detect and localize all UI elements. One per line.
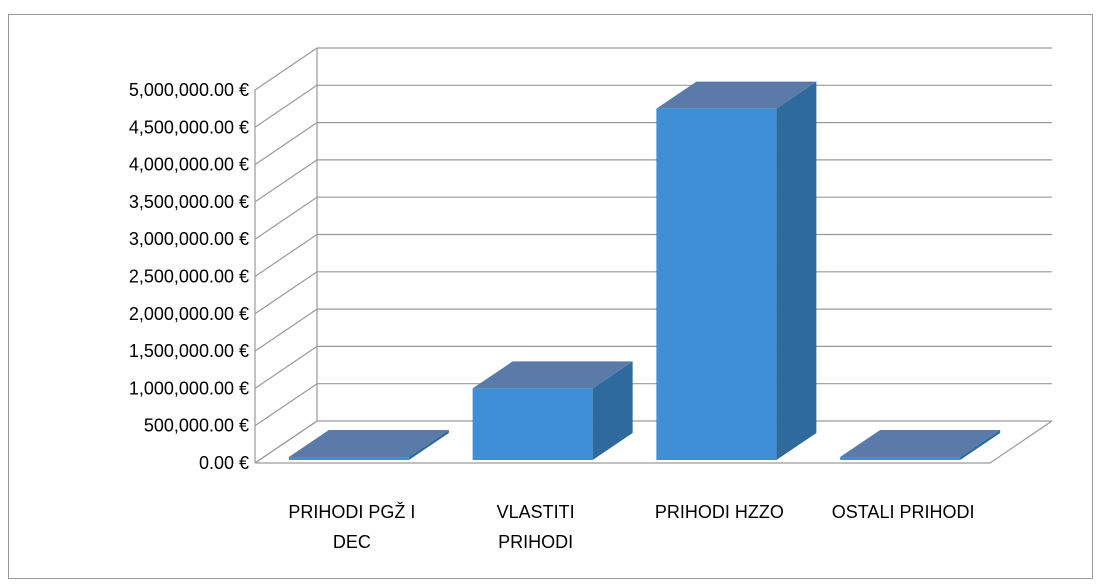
chart-frame xyxy=(8,14,1093,579)
gridline-side xyxy=(254,420,318,464)
gridline-side xyxy=(254,308,318,352)
y-tick-label: 4,000,000.00 € xyxy=(129,155,249,175)
bar-side xyxy=(592,361,633,460)
bar-side xyxy=(408,430,449,460)
gridline-side xyxy=(254,122,318,166)
bar-top xyxy=(656,81,817,109)
y-tick-label: 1,500,000.00 € xyxy=(129,341,249,361)
gridline-side xyxy=(254,383,318,427)
x-category-label: OSTALI PRIHODI xyxy=(832,502,975,522)
gridline-side xyxy=(254,84,318,128)
gridline-side xyxy=(254,196,318,240)
gridline-side xyxy=(254,271,318,315)
bar-front xyxy=(840,457,961,460)
y-tick-label: 0.00 € xyxy=(199,453,249,473)
bar-side xyxy=(960,430,1001,460)
bar-front xyxy=(656,108,777,461)
gridline-side xyxy=(254,47,318,91)
y-tick-label: 3,500,000.00 € xyxy=(129,192,249,212)
y-tick-label: 5,000,000.00 € xyxy=(129,80,249,100)
gridline-side xyxy=(254,159,318,203)
y-tick-label: 4,500,000.00 € xyxy=(129,117,249,137)
y-tick-label: 1,000,000.00 € xyxy=(129,378,249,398)
y-tick-label: 2,500,000.00 € xyxy=(129,267,249,287)
y-tick-label: 3,000,000.00 € xyxy=(129,229,249,249)
bar-top xyxy=(840,430,1001,457)
bar-front xyxy=(472,388,593,460)
gridline-side xyxy=(254,345,318,389)
bar-front xyxy=(288,457,409,460)
y-tick-label: 500,000.00 € xyxy=(144,416,249,436)
x-category-label: PRIHODI HZZO xyxy=(655,502,784,522)
x-category-label: VLASTITI xyxy=(497,502,575,522)
bar-top xyxy=(472,361,633,389)
floor-right-edge xyxy=(989,420,1053,464)
bar-side xyxy=(776,81,817,461)
bar-top xyxy=(288,430,449,457)
x-category-label: DEC xyxy=(333,532,371,552)
x-category-label: PRIHODI xyxy=(498,532,573,552)
gridline-side xyxy=(254,234,318,277)
y-tick-label: 2,000,000.00 € xyxy=(129,304,249,324)
x-category-label: PRIHODI PGŽ I xyxy=(288,502,415,522)
